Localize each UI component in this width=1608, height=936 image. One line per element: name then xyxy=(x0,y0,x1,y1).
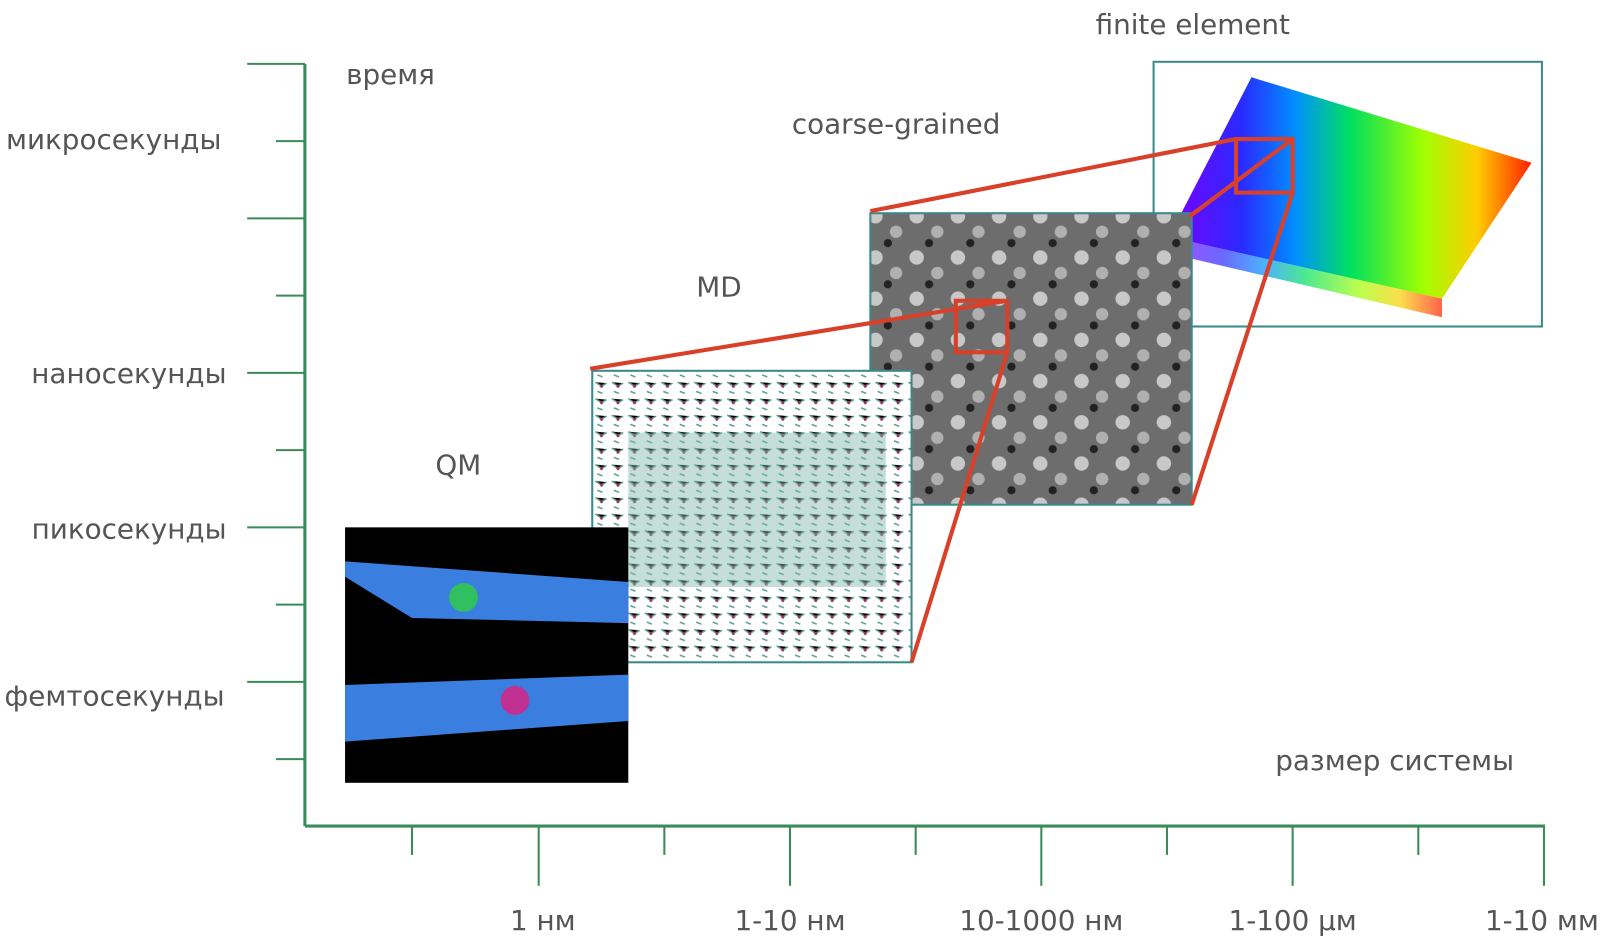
diagram-body: время размер системы микросекунды наносе… xyxy=(5,8,1599,936)
zoom-lines xyxy=(589,136,1295,663)
y-label: наносекунды xyxy=(31,357,226,390)
method-label: coarse-grained xyxy=(792,108,1001,141)
qm-image xyxy=(345,527,629,783)
x-label: 1-10 нм xyxy=(734,904,845,936)
method-label: MD xyxy=(696,270,741,303)
ticks xyxy=(247,62,1545,886)
x-label: 10-1000 нм xyxy=(959,904,1123,936)
x-label: 1 нм xyxy=(510,904,576,936)
y-label: пикосекунды xyxy=(32,512,227,545)
y-axis-title: время xyxy=(346,58,435,91)
fe-image xyxy=(1152,60,1543,328)
method-label: QM xyxy=(435,449,481,482)
axes xyxy=(303,63,1545,828)
y-label: микросекунды xyxy=(6,123,221,156)
md-image xyxy=(591,369,913,664)
x-label: 1-10 мм xyxy=(1485,904,1599,936)
y-label: фемтосекунды xyxy=(5,679,225,712)
method-label: finite element xyxy=(1096,8,1290,41)
x-axis-title: размер системы xyxy=(1275,744,1514,777)
cg-image xyxy=(869,212,1193,506)
x-label: 1-100 μм xyxy=(1229,904,1357,936)
